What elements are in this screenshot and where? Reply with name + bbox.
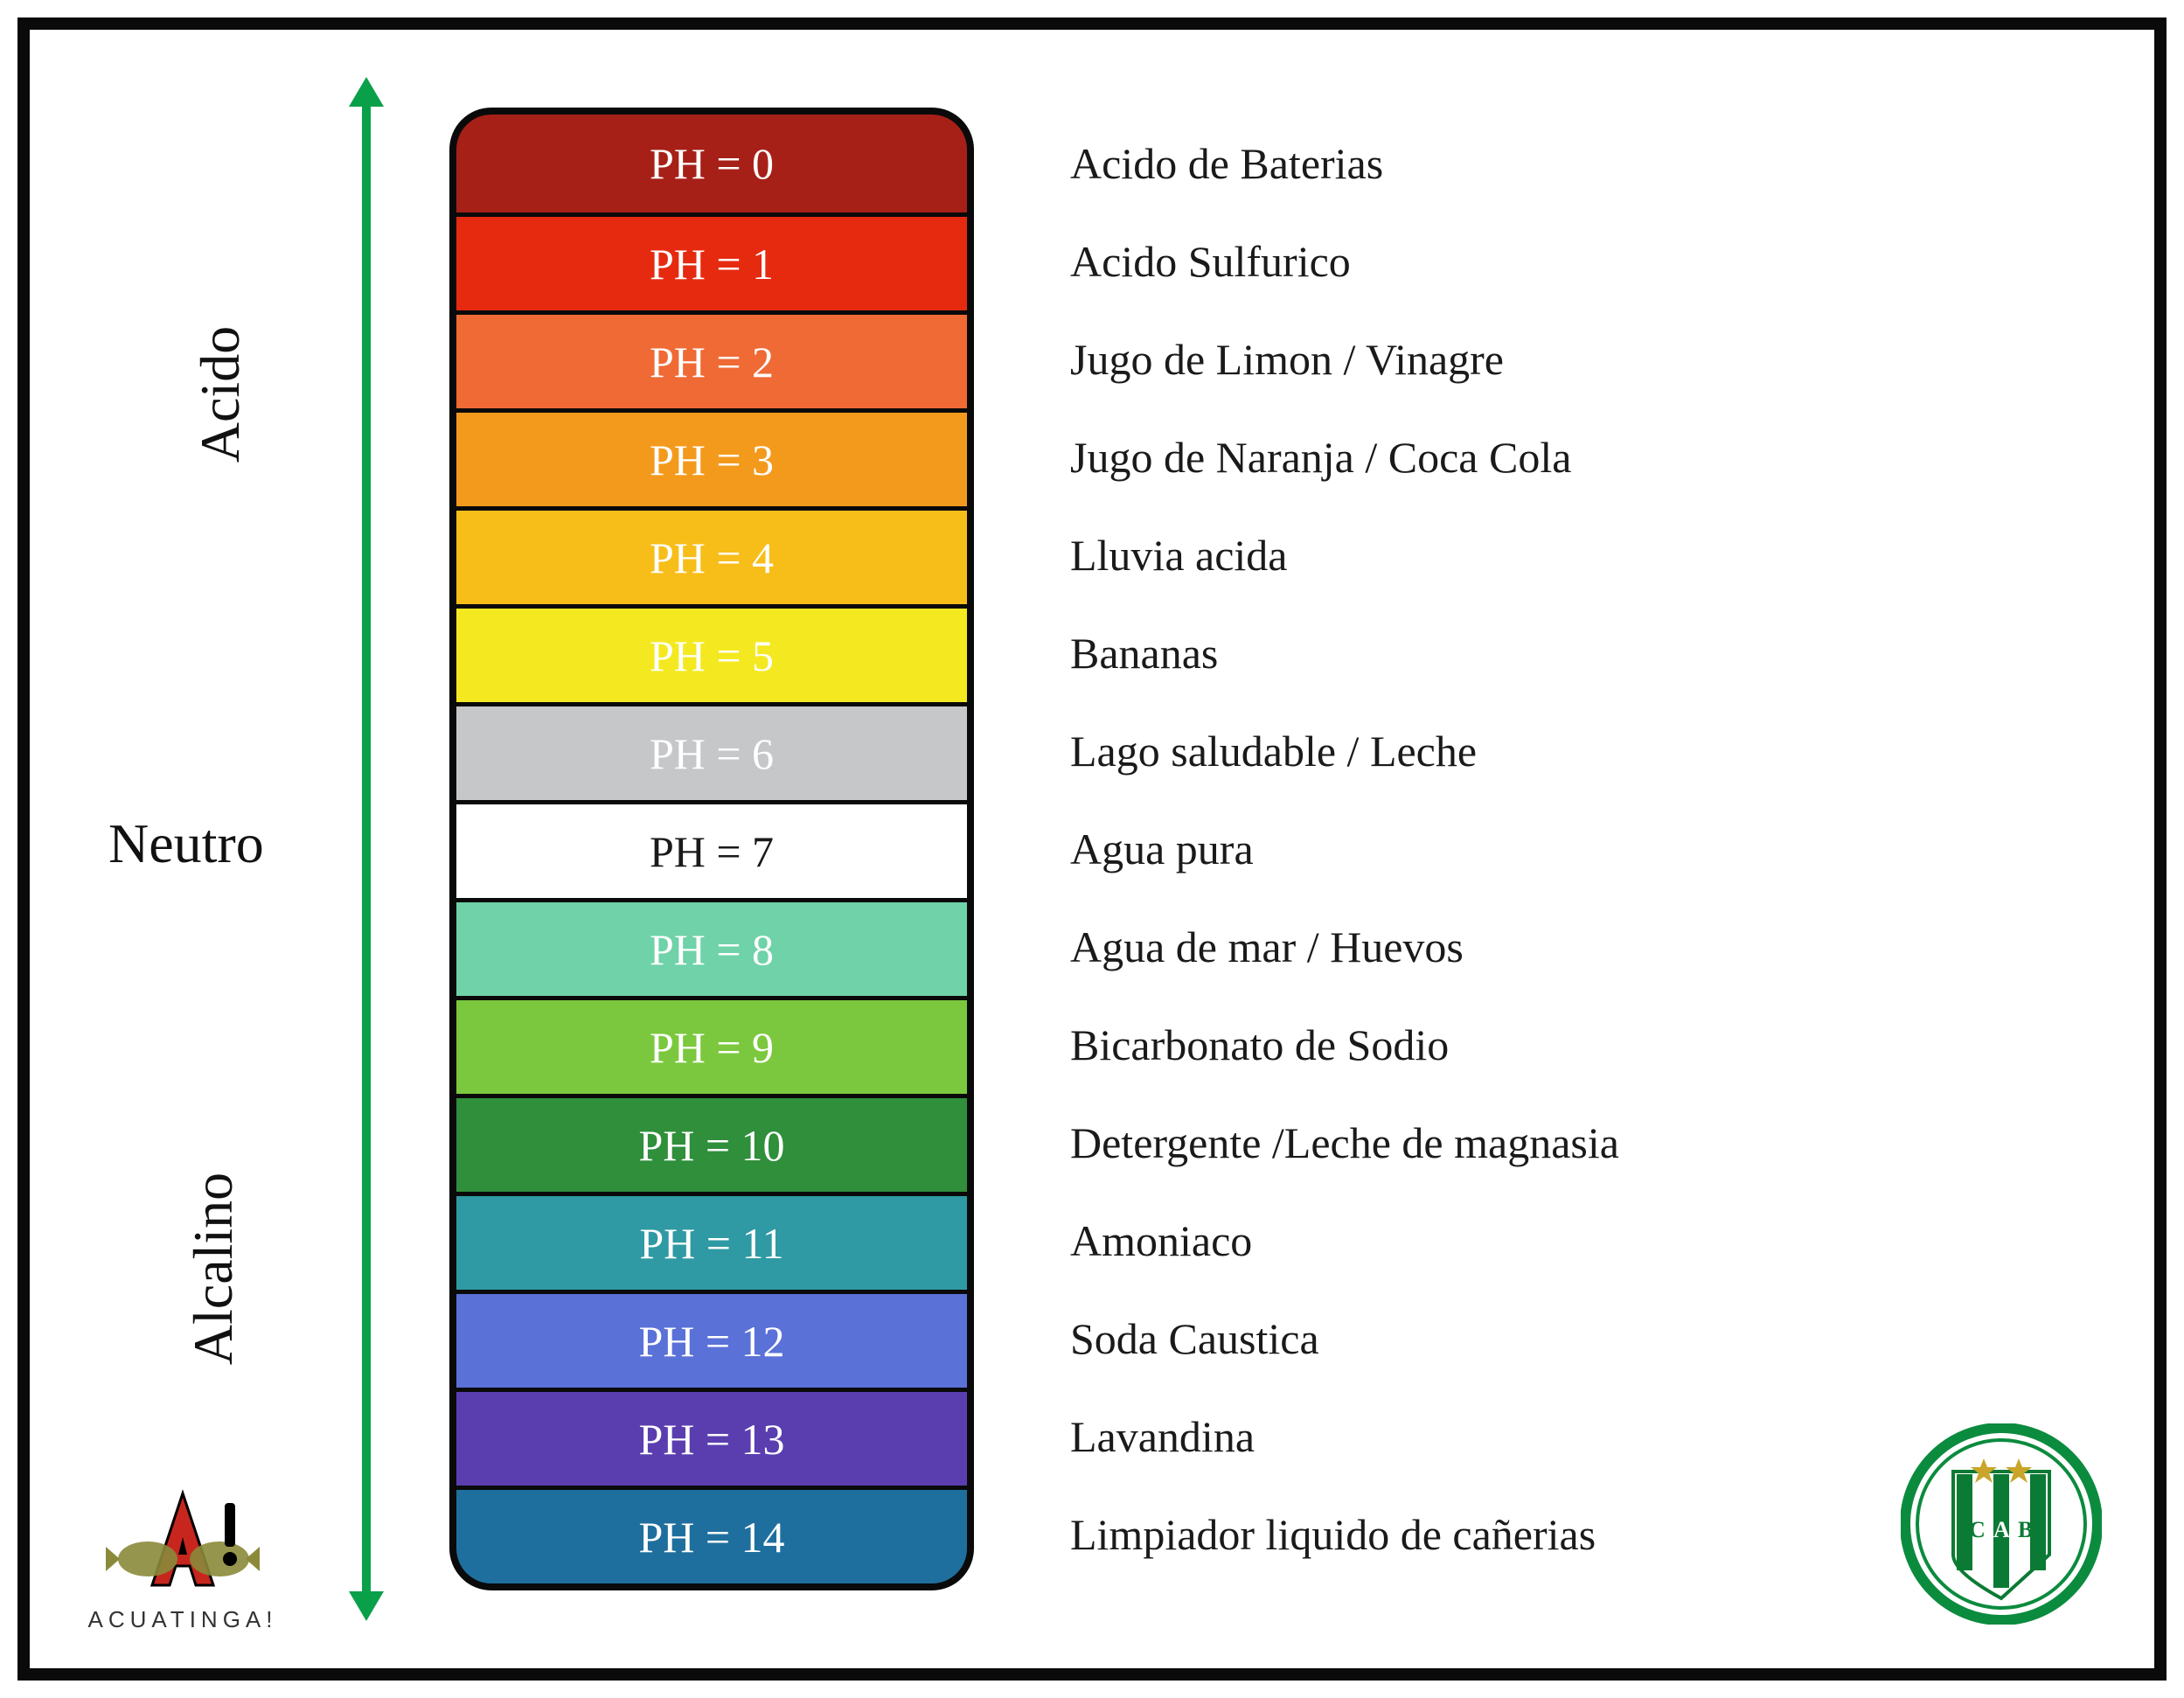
- ph-row-0: PH = 0: [456, 115, 967, 212]
- ph-row-12: PH = 12: [456, 1290, 967, 1388]
- ph-row-6: PH = 6: [456, 702, 967, 800]
- ph-scale-box: PH = 0PH = 1PH = 2PH = 3PH = 4PH = 5PH =…: [449, 108, 974, 1590]
- axis-label-acid: Acido: [188, 326, 253, 463]
- example-ph-12: Soda Caustica: [1070, 1290, 2084, 1388]
- content-area: Acido Neutro Alcalino PH = 0PH = 1PH = 2…: [100, 73, 2084, 1625]
- ph-row-1: PH = 1: [456, 212, 967, 310]
- example-ph-3: Jugo de Naranja / Coca Cola: [1070, 408, 2084, 506]
- shield-logo-icon: C A B: [1901, 1423, 2102, 1625]
- logo-cab: C A B: [1901, 1423, 2102, 1625]
- example-ph-7: Agua pura: [1070, 800, 2084, 898]
- example-ph-5: Bananas: [1070, 604, 2084, 702]
- ph-row-10: PH = 10: [456, 1094, 967, 1192]
- axis-label-neutral: Neutro: [108, 811, 264, 876]
- example-ph-1: Acido Sulfurico: [1070, 212, 2084, 310]
- example-ph-2: Jugo de Limon / Vinagre: [1070, 310, 2084, 408]
- example-ph-11: Amoniaco: [1070, 1192, 2084, 1290]
- axis-arrow-down-icon: [349, 1591, 384, 1621]
- ph-row-2: PH = 2: [456, 310, 967, 408]
- logo-acuatinga: ACUATINGA!: [82, 1480, 283, 1633]
- fish-logo-icon: [104, 1480, 261, 1603]
- axis-label-alkaline: Alcalino: [181, 1173, 246, 1365]
- example-ph-8: Agua de mar / Huevos: [1070, 898, 2084, 996]
- svg-text:A: A: [1993, 1517, 2010, 1542]
- ph-row-11: PH = 11: [456, 1192, 967, 1290]
- ph-row-13: PH = 13: [456, 1388, 967, 1486]
- ph-row-4: PH = 4: [456, 506, 967, 604]
- ph-row-7: PH = 7: [456, 800, 967, 898]
- ph-row-9: PH = 9: [456, 996, 967, 1094]
- ph-row-8: PH = 8: [456, 898, 967, 996]
- example-ph-9: Bicarbonato de Sodio: [1070, 996, 2084, 1094]
- ph-row-5: PH = 5: [456, 604, 967, 702]
- outer-frame: Acido Neutro Alcalino PH = 0PH = 1PH = 2…: [17, 17, 2167, 1681]
- ph-row-14: PH = 14: [456, 1486, 967, 1583]
- axis-column: Acido Neutro Alcalino: [100, 73, 432, 1625]
- example-ph-4: Lluvia acida: [1070, 506, 2084, 604]
- svg-text:B: B: [2018, 1517, 2033, 1542]
- scale-column: PH = 0PH = 1PH = 2PH = 3PH = 4PH = 5PH =…: [432, 73, 991, 1625]
- svg-text:C: C: [1969, 1517, 1986, 1542]
- logo-acuatinga-text: ACUATINGA!: [82, 1606, 283, 1633]
- axis-line: [362, 100, 371, 1598]
- example-ph-6: Lago saludable / Leche: [1070, 702, 2084, 800]
- examples-column: Acido de BateriasAcido SulfuricoJugo de …: [991, 73, 2084, 1625]
- ph-row-3: PH = 3: [456, 408, 967, 506]
- example-ph-0: Acido de Baterias: [1070, 115, 2084, 212]
- example-ph-10: Detergente /Leche de magnasia: [1070, 1094, 2084, 1192]
